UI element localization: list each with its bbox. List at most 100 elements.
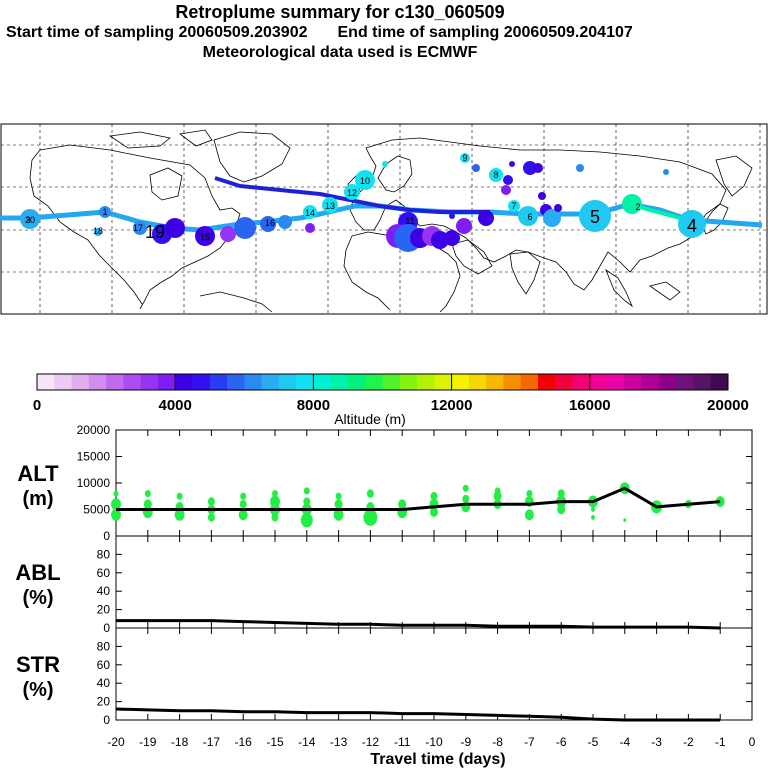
- altitude-spread-point: [111, 508, 121, 521]
- altitude-spread-point: [303, 487, 310, 495]
- colorbar-cell: [123, 374, 142, 390]
- x-tick-label: -17: [203, 735, 221, 749]
- plume-day-label-8: 8: [493, 170, 498, 180]
- x-tick-label: -3: [651, 735, 662, 749]
- altitude-spread-point: [524, 509, 534, 521]
- y-tick-label: 20000: [77, 423, 111, 437]
- panel-str: 0 20 40 60 80 STR(%): [16, 627, 753, 727]
- colorbar-cell: [140, 374, 159, 390]
- plume-cluster-circle: [165, 218, 185, 238]
- altitude-spread-point: [207, 497, 215, 506]
- panel-ylabel: STR: [16, 652, 60, 677]
- colorbar-cell: [399, 374, 418, 390]
- colorbar-cell: [209, 374, 228, 390]
- colorbar-frame: [36, 373, 729, 391]
- colorbar-cell: [106, 374, 124, 390]
- plume-cluster-circle: [543, 209, 561, 227]
- x-tick-label: -4: [619, 735, 630, 749]
- plume-cluster-circle: [509, 161, 515, 167]
- x-tick-label: -9: [460, 735, 471, 749]
- plume-day-label-7: 7: [511, 201, 516, 211]
- altitude-spread-point: [462, 494, 470, 504]
- plume-cluster-circle: [94, 228, 102, 236]
- plume-cluster-circle: [260, 216, 276, 232]
- coast-greenland: [213, 131, 291, 183]
- plume-cluster-circle: [501, 185, 511, 195]
- colorbar-tick-label: 4000: [159, 397, 192, 414]
- colorbar-axis-label: Altitude (m): [334, 411, 406, 427]
- altitude-spread-point: [623, 518, 627, 522]
- x-tick-label: -8: [492, 735, 503, 749]
- plume-day-label-10: 10: [360, 176, 370, 186]
- x-tick-label: -16: [235, 735, 253, 749]
- plume-day-label-20: 20: [25, 215, 35, 225]
- panel-ylabel-unit: (m): [22, 488, 53, 510]
- altitude-spread-point: [239, 500, 247, 509]
- series-line-abl: [116, 619, 721, 630]
- x-tick-label: -7: [524, 735, 535, 749]
- panel-frame: [115, 627, 753, 721]
- plume-cluster-circle: [303, 205, 317, 219]
- coast-hudson: [149, 167, 183, 201]
- altitude-spread-point: [334, 499, 343, 510]
- panel-ylabel: ABL: [15, 560, 60, 585]
- altitude-spread-point: [557, 504, 566, 515]
- altitude-spread-point: [363, 509, 378, 526]
- plume-cluster-circle: [444, 230, 460, 246]
- altitude-spread-point: [557, 489, 565, 498]
- plume-day-label-4: 4: [687, 216, 697, 236]
- plume-day-label-12: 12: [347, 188, 357, 198]
- plume-cluster-circle: [622, 194, 642, 214]
- coast-kamchatka: [715, 155, 753, 197]
- x-tick-label: -14: [298, 735, 316, 749]
- y-tick-label: 60: [97, 658, 111, 672]
- panel-alt: 0 5000 10000 15000 20000 ALT(m): [17, 423, 753, 543]
- altitude-spread-point: [113, 490, 119, 497]
- colorbar-cell: [658, 374, 677, 390]
- plume-day-label-13: 13: [325, 201, 335, 211]
- x-tick-label: -15: [266, 735, 284, 749]
- plume-cluster-circle: [576, 164, 584, 172]
- colorbar-cell: [37, 374, 55, 390]
- colorbar-cell: [54, 374, 73, 390]
- altitude-spread-point: [335, 492, 342, 500]
- plume-cluster-circle: [478, 210, 494, 226]
- y-tick-label: 0: [103, 621, 110, 635]
- colorbar-cell: [278, 374, 297, 390]
- plume-cluster-circle: [503, 175, 513, 185]
- colorbar-cell: [589, 374, 608, 390]
- altitude-spread-point: [272, 490, 278, 498]
- altitude-spread-point: [526, 490, 533, 498]
- x-tick-label: -18: [171, 735, 189, 749]
- x-tick-label: -6: [556, 735, 567, 749]
- y-tick-label: 40: [97, 584, 111, 598]
- plume-circles: [20, 153, 706, 252]
- colorbar-cell: [520, 374, 539, 390]
- colorbar-cell: [244, 374, 263, 390]
- y-tick-label: 80: [97, 547, 111, 561]
- plume-cluster-circle: [99, 206, 111, 218]
- altitude-spread-point: [430, 492, 438, 501]
- colorbar-cell: [537, 374, 556, 390]
- altitude-spread-point: [493, 491, 502, 502]
- coast-scandinavia: [377, 155, 413, 193]
- colorbar-cell: [693, 374, 712, 390]
- y-tick-label: 0: [103, 713, 110, 727]
- altitude-spread-point: [144, 490, 151, 498]
- altitude-spread-point: [591, 507, 595, 512]
- upper-plume-track: [214, 176, 490, 214]
- plume-cluster-circle: [456, 218, 472, 234]
- plume-cluster-circle: [382, 161, 388, 167]
- plume-cluster-circle: [533, 163, 543, 173]
- plume-cluster-circle: [234, 217, 256, 239]
- end-time-label: End time of sampling 20060509.204107: [337, 24, 633, 41]
- panel-abl: 0 20 40 60 80 ABL(%): [15, 535, 753, 635]
- colorbar-cell: [572, 374, 591, 390]
- panel-ylabel-unit: (%): [22, 587, 53, 609]
- colorbar-cell: [157, 374, 176, 390]
- colorbar-cell: [313, 374, 332, 390]
- plume-day-label-14: 14: [305, 208, 315, 218]
- colorbar-cell: [451, 374, 470, 390]
- altitude-spread-point: [271, 513, 279, 522]
- colorbar-tick-label: 20000: [707, 397, 749, 414]
